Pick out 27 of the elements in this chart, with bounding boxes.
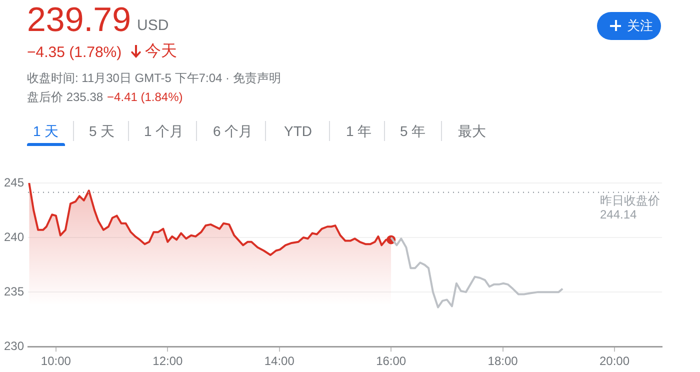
x-tick-label: 10:00: [40, 354, 72, 368]
ref-line-label: 昨日收盘价 244.14: [600, 194, 660, 222]
text: 关注: [597, 12, 661, 40]
x-tick-label: 20:00: [600, 354, 630, 368]
text: 收盘时间: 11月30日 GMT-5 下午7:04 · 免责声明: [27, 71, 281, 85]
y-tick-label: 230: [4, 338, 24, 353]
y-tick-label: 235: [4, 284, 24, 298]
text: −4.41 (1.84%): [107, 90, 183, 104]
text: −4.35 (1.78%): [27, 44, 122, 61]
text: 盘后价 235.38: [27, 90, 104, 104]
text: 最大: [458, 123, 486, 139]
text: 1 年: [346, 123, 372, 139]
text: 6 个月: [213, 123, 253, 139]
text: 5 年: [400, 123, 426, 139]
y-tick-label: 240: [4, 230, 24, 244]
y-tick-label: 245: [4, 175, 24, 190]
x-tick-label: 12:00: [152, 354, 184, 368]
x-tick-label: 14:00: [264, 354, 295, 368]
text: 1 个月: [144, 123, 184, 139]
text: 1 天: [33, 123, 59, 139]
chart-title: 239.79: [27, 1, 131, 39]
text: YTD: [284, 123, 312, 139]
x-tick-label: 16:00: [376, 354, 406, 368]
text: USD: [137, 17, 169, 34]
text: 今天: [145, 43, 177, 60]
x-tick-label: 18:00: [488, 354, 518, 368]
text: 5 天: [89, 123, 115, 139]
